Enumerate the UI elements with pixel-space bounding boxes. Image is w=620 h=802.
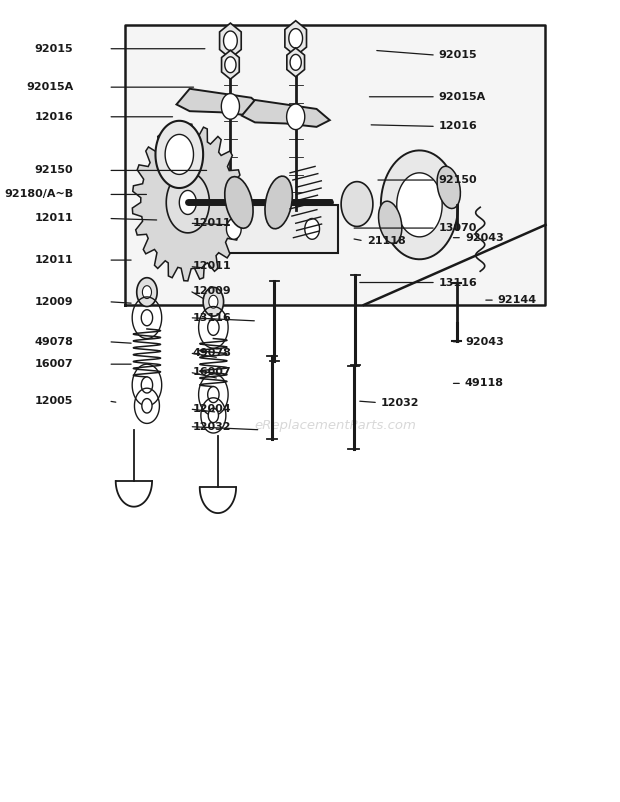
Text: 13070: 13070 [439,223,477,233]
Ellipse shape [437,166,461,209]
Text: 12016: 12016 [439,121,477,132]
Polygon shape [219,23,241,59]
Text: 13116: 13116 [439,277,477,287]
Text: 92150: 92150 [439,175,477,185]
Polygon shape [156,121,203,188]
Text: 21118: 21118 [366,236,405,246]
Text: 12011: 12011 [192,261,231,272]
Text: 92144: 92144 [498,295,537,305]
Polygon shape [203,287,224,316]
Polygon shape [209,295,218,308]
Ellipse shape [225,176,253,229]
Text: 92150: 92150 [35,165,73,176]
Text: eReplacementParts.com: eReplacementParts.com [254,419,417,431]
Text: 49078: 49078 [34,337,73,346]
Polygon shape [132,124,243,281]
Polygon shape [226,218,241,239]
Text: 12011: 12011 [35,213,73,224]
Polygon shape [141,377,153,393]
Polygon shape [177,89,265,115]
Bar [208,205,339,253]
Text: 92043: 92043 [465,337,503,346]
Text: 12011: 12011 [192,218,231,229]
Text: 12005: 12005 [35,396,73,406]
Polygon shape [287,48,304,77]
Polygon shape [225,57,236,73]
Polygon shape [179,190,197,214]
Text: 12032: 12032 [192,422,231,431]
Polygon shape [285,21,306,56]
Ellipse shape [265,176,293,229]
Text: 49078: 49078 [192,348,231,358]
Polygon shape [221,51,239,79]
Polygon shape [166,172,210,233]
Polygon shape [286,104,305,130]
Polygon shape [289,29,303,48]
Text: 49118: 49118 [465,379,504,388]
Text: 92015: 92015 [439,51,477,60]
Polygon shape [242,100,330,127]
Text: 12009: 12009 [192,286,231,295]
Polygon shape [221,94,239,119]
Ellipse shape [379,201,402,244]
Polygon shape [137,277,157,306]
Text: 12011: 12011 [35,255,73,265]
Polygon shape [141,310,153,326]
Polygon shape [381,151,458,259]
Polygon shape [208,408,218,423]
Polygon shape [224,31,237,51]
Polygon shape [143,286,151,298]
Text: 16007: 16007 [35,359,73,369]
Polygon shape [165,135,193,174]
Text: 92180/A~B: 92180/A~B [4,189,73,200]
Text: 92015A: 92015A [26,82,73,92]
Text: 92015: 92015 [35,44,73,54]
Text: 92043: 92043 [465,233,503,243]
Text: 12032: 12032 [381,398,419,407]
Text: 92015A: 92015A [439,91,486,102]
Polygon shape [125,25,546,305]
Polygon shape [397,173,442,237]
Polygon shape [208,319,219,335]
Text: 12004: 12004 [192,404,231,414]
Text: 12016: 12016 [34,111,73,122]
Polygon shape [341,181,373,226]
Text: 12009: 12009 [35,297,73,306]
Polygon shape [208,387,219,403]
Polygon shape [142,399,152,413]
Text: 16007: 16007 [192,367,231,377]
Text: 13116: 13116 [192,313,231,322]
Polygon shape [290,55,301,71]
Polygon shape [305,218,319,239]
